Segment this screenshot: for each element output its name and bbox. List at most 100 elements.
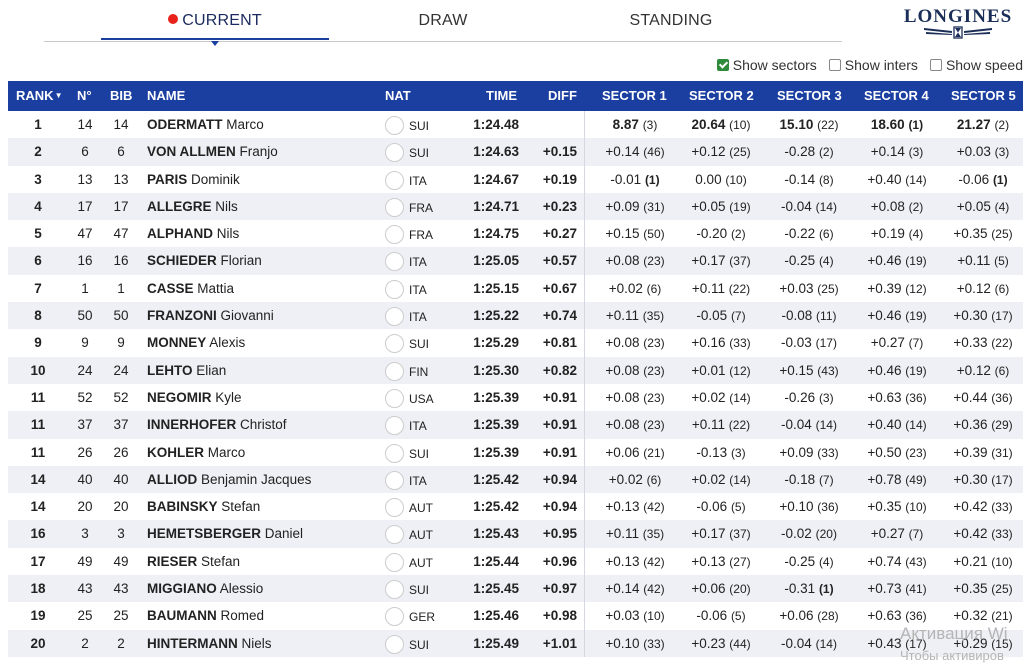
athlete-name-cell[interactable]: ODERMATT Marco [147, 111, 264, 138]
sector-rank: (3) [908, 145, 924, 160]
athlete-name-cell[interactable]: SCHIEDER Florian [147, 247, 262, 274]
column-header-diff[interactable]: DIFF [548, 88, 577, 103]
column-header-nat[interactable]: NAT [385, 88, 411, 103]
table-row[interactable]: 16 3 3 HEMETSBERGER Daniel AUT 1:25.43 +0.95 +0… [8, 520, 1023, 548]
diff-cell: +0.82 [542, 362, 577, 378]
sector-rank: (14) [729, 472, 751, 487]
sector-value: +0.11 [605, 526, 640, 542]
athlete-name-cell[interactable]: KOHLER Marco [147, 439, 245, 466]
column-header-time[interactable]: TIME [486, 88, 518, 103]
sector-value: +0.13 [605, 499, 640, 515]
nation-cell: SUI [409, 637, 430, 652]
nation-cell: AUT [409, 528, 433, 543]
sector-4-cell: +0.14 (3) [862, 138, 932, 166]
column-header-sector-5[interactable]: SECTOR 5 [951, 88, 1016, 103]
athlete-name-cell[interactable]: MIGGIANO Alessio [147, 575, 263, 602]
bib-cell: 9 [117, 335, 125, 351]
nation-cell: SUI [409, 146, 430, 161]
column-header-sector-3[interactable]: SECTOR 3 [777, 88, 842, 103]
athlete-name-cell[interactable]: ALLIOD Benjamin Jacques [147, 466, 311, 493]
athlete-name-cell[interactable]: PARIS Dominik [147, 166, 240, 193]
table-row[interactable]: 11 37 37 INNERHOFER Christof ITA 1:25.39 +0.91… [8, 411, 1023, 439]
column-header-bib[interactable]: BIB [110, 88, 133, 103]
column-header-rank[interactable]: RANK▼ [16, 88, 63, 103]
sector-1-cell: +0.02 (6) [600, 466, 670, 494]
athlete-name-cell[interactable]: FRANZONI Giovanni [147, 302, 274, 329]
sector-value: -0.06 [696, 499, 728, 515]
table-row[interactable]: 4 17 17 ALLEGRE Nils FRA 1:24.71 +0.23 +0.09 (3… [8, 192, 1023, 221]
table-row[interactable]: 11 52 52 NEGOMIR Kyle USA 1:25.39 +0.91 +0.08 (… [8, 383, 1023, 412]
sector-rank: (11) [816, 309, 837, 324]
athlete-name-cell[interactable]: RIESER Stefan [147, 548, 240, 575]
athlete-name-cell[interactable]: MONNEY Alexis [147, 329, 245, 356]
athlete-name-cell[interactable]: HINTERMANN Niels [147, 630, 272, 657]
show-sectors-checkbox[interactable]: Show sectors [716, 56, 817, 74]
nation-cell: USA [409, 391, 434, 406]
show-inters-checkbox[interactable]: Show inters [828, 56, 918, 74]
table-row[interactable]: 18 43 43 MIGGIANO Alessio SUI 1:25.45 +0.97 +0.… [8, 575, 1023, 603]
sector-value: +0.02 [608, 280, 643, 296]
athlete-first-name: Benjamin Jacques [201, 471, 312, 487]
athlete-name-cell[interactable]: ALPHAND Nils [147, 220, 239, 247]
column-header-sector-1[interactable]: SECTOR 1 [602, 88, 667, 103]
nation-cell: SUI [409, 119, 430, 133]
table-row[interactable]: 10 24 24 LEHTO Elian FIN 1:25.30 +0.82 +0.08 (2… [8, 356, 1023, 385]
checkbox-unchecked-icon[interactable] [929, 59, 942, 71]
athlete-name-cell[interactable]: VON ALLMEN Franjo [147, 138, 278, 165]
table-row[interactable]: 17 49 49 RIESER Stefan AUT 1:25.44 +0.96 +0.13 … [8, 547, 1023, 576]
table-row[interactable]: 20 2 2 HINTERMANN Niels SUI 1:25.49 +1.01 +0.10… [8, 629, 1023, 658]
column-header-sector-2[interactable]: SECTOR 2 [689, 88, 754, 103]
table-row[interactable]: 3 13 13 PARIS Dominik ITA 1:24.67 +0.19 -0.01 (… [8, 165, 1023, 193]
tab-draw[interactable]: DRAW [418, 12, 468, 29]
show-speed-checkbox[interactable]: Show speed [929, 56, 1023, 74]
table-row[interactable]: 14 40 40 ALLIOD Benjamin Jacques ITA 1:25.42 +… [8, 465, 1023, 494]
tab-current[interactable]: CURRENT [101, 0, 329, 40]
sector-2-cell: -0.13 (3) [686, 439, 756, 467]
table-row[interactable]: 1 14 14 ODERMATT Marco SUI 1:24.48 8.87 (3) 20.… [8, 111, 1023, 139]
column-header-sector-4[interactable]: SECTOR 4 [864, 88, 929, 103]
table-row[interactable]: 19 25 25 BAUMANN Romed GER 1:25.46 +0.98 +0.03 … [8, 602, 1023, 630]
table-row[interactable]: 6 16 16 SCHIEDER Florian ITA 1:25.05 +0.57 +0.0… [8, 247, 1023, 275]
sector-value: +0.08 [605, 362, 640, 378]
athlete-name-cell[interactable]: BAUMANN Romed [147, 602, 264, 629]
table-row[interactable]: 11 26 26 KOHLER Marco SUI 1:25.39 +0.91 +0.06 (… [8, 438, 1023, 467]
tab-standing[interactable]: STANDING [629, 12, 713, 29]
table-row[interactable]: 9 9 9 MONNEY Alexis SUI 1:25.29 +0.81 +0.08 (23… [8, 329, 1023, 357]
athlete-name-cell[interactable]: CASSE Mattia [147, 275, 234, 302]
sector-rank: (28) [817, 609, 839, 624]
sector-value: +0.11 [691, 417, 726, 433]
table-row[interactable]: 5 47 47 ALPHAND Nils FRA 1:24.75 +0.27 +0.15 (5… [8, 220, 1023, 248]
sector-4-cell: +0.43 (17) [862, 630, 932, 658]
sector-value: +0.08 [605, 389, 640, 405]
table-row[interactable]: 14 20 20 BABINSKY Stefan AUT 1:25.42 +0.94 +0.1… [8, 493, 1023, 521]
athlete-name-cell[interactable]: NEGOMIR Kyle [147, 384, 242, 411]
athlete-last-name: BAUMANN [147, 608, 217, 624]
sector-value: +0.78 [867, 471, 902, 487]
bib-cell: 50 [113, 308, 129, 324]
sector-1-cell: +0.08 (23) [600, 357, 670, 385]
athlete-name-cell[interactable]: LEHTO Elian [147, 357, 226, 384]
diff-cell: +0.91 [542, 444, 577, 460]
column-divider [584, 547, 585, 576]
table-row[interactable]: 7 1 1 CASSE Mattia ITA 1:25.15 +0.67 +0.02 (6) +… [8, 274, 1023, 303]
bib-cell: 3 [117, 526, 125, 542]
checkbox-checked-icon[interactable] [716, 59, 729, 71]
athlete-name-cell[interactable]: BABINSKY Stefan [147, 493, 260, 520]
athlete-name-cell[interactable]: INNERHOFER Christof [147, 411, 287, 438]
sector-1-cell: +0.14 (46) [600, 138, 670, 166]
table-row[interactable]: 2 6 6 VON ALLMEN Franjo SUI 1:24.63 +0.15 +0.14… [8, 138, 1023, 166]
sector-rank: (42) [643, 500, 665, 515]
sector-value: -0.28 [784, 144, 816, 160]
sector-3-cell: +0.10 (36) [774, 493, 844, 521]
table-body: 1 14 14 ODERMATT Marco SUI 1:24.48 8.87 (3) 20.… [8, 111, 1023, 657]
table-row[interactable]: 8 50 50 FRANZONI Giovanni ITA 1:25.22 +0.74 +0.… [8, 302, 1023, 330]
sector-5-cell: +0.11 (5) [948, 247, 1018, 275]
athlete-name-cell[interactable]: HEMETSBERGER Daniel [147, 520, 303, 547]
column-header-no[interactable]: N° [77, 88, 92, 103]
sector-value: -0.04 [781, 198, 812, 214]
sector-rank: (33) [643, 636, 665, 651]
column-header-name[interactable]: NAME [147, 88, 186, 103]
athlete-name-cell[interactable]: ALLEGRE Nils [147, 193, 238, 220]
sector-rank: (42) [643, 554, 665, 569]
checkbox-unchecked-icon[interactable] [828, 59, 841, 71]
